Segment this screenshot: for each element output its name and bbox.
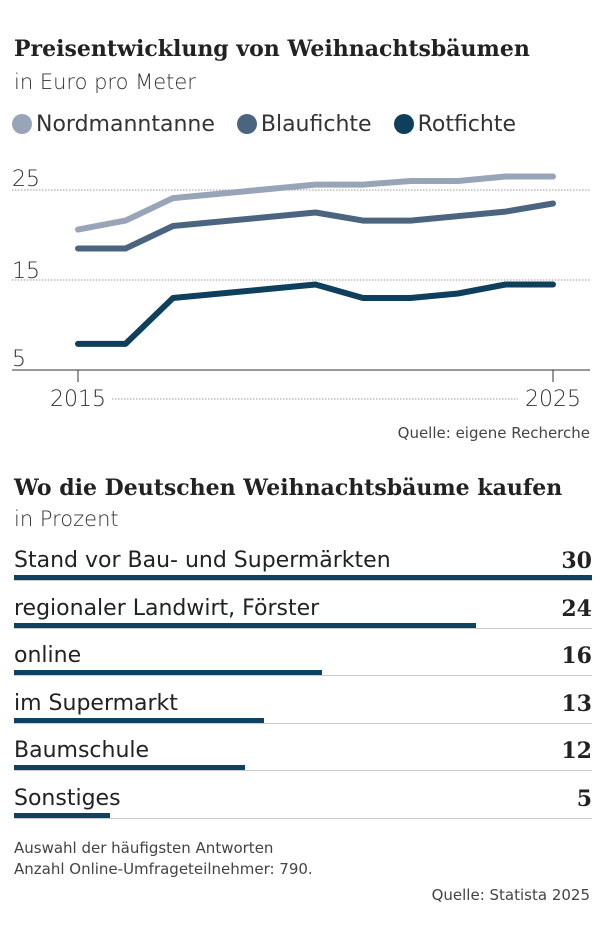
bar-value: 12 xyxy=(561,738,592,764)
bar xyxy=(14,670,323,675)
line-chart-subtitle: in Euro pro Meter xyxy=(14,70,196,94)
y-tick-label: 25 xyxy=(12,167,40,192)
bar-label: Stand vor Bau- und Supermärkten xyxy=(14,548,391,573)
bar-chart-title: Wo die Deutschen Weihnachtsbäume kaufen xyxy=(14,475,563,501)
bar-chart-source: Quelle: Statista 2025 xyxy=(431,886,590,904)
legend-label: Blaufichte xyxy=(260,112,372,137)
legend-item-nordmanntanne: Nordmanntanne xyxy=(12,112,215,137)
bar-row: Baumschule 12 xyxy=(14,738,592,786)
bar-row: regionaler Landwirt, Förster 24 xyxy=(14,596,592,644)
bar-track xyxy=(14,722,592,724)
bar xyxy=(14,717,265,723)
bar xyxy=(14,812,111,818)
y-tick-label: 15 xyxy=(12,259,40,284)
x-tick-label: 2025 xyxy=(525,387,581,412)
bar-value: 16 xyxy=(561,643,592,669)
bar-label: regionaler Landwirt, Förster xyxy=(14,595,320,621)
bar-row: Sonstiges 5 xyxy=(14,786,592,834)
x-tick-label: 2015 xyxy=(50,387,106,412)
bar-value: 5 xyxy=(576,785,592,812)
bar-value: 30 xyxy=(561,548,592,574)
line-chart-title: Preisentwicklung von Weihnachtsbäumen xyxy=(14,36,530,62)
line-chart: 25 15 5 2015 2025 xyxy=(12,167,590,412)
bar-label: online xyxy=(14,643,82,668)
bar-row: im Supermarkt 13 xyxy=(14,691,592,739)
legend-dot-icon xyxy=(236,114,257,134)
bar xyxy=(14,765,246,770)
bar-value: 24 xyxy=(561,595,592,622)
line-chart-source: Quelle: eigene Recherche xyxy=(397,424,590,442)
bar-label: im Supermarkt xyxy=(14,690,178,716)
bar xyxy=(14,575,592,580)
bar-row: online 16 xyxy=(14,643,592,691)
legend: Nordmanntanne Blaufichte Rotfichte xyxy=(12,112,516,137)
bar-chart-notes: Auswahl der häufigsten Antworten Anzahl … xyxy=(14,838,313,880)
legend-label: Nordmanntanne xyxy=(36,112,215,137)
legend-label: Rotfichte xyxy=(417,112,517,137)
bar-label: Baumschule xyxy=(14,738,150,763)
legend-item-rotfichte: Rotfichte xyxy=(393,112,517,137)
bar-label: Sonstiges xyxy=(14,785,121,811)
bar-row: Stand vor Bau- und Supermärkten 30 xyxy=(14,548,592,596)
bar-track xyxy=(14,580,592,581)
note: Anzahl Online-Umfrageteilnehmer: 790. xyxy=(14,860,313,878)
y-tick-label: 5 xyxy=(12,347,26,372)
series-line-rotfichte xyxy=(75,281,556,347)
bar xyxy=(14,622,477,628)
bar-value: 13 xyxy=(561,690,592,717)
series-line-nordmanntanne xyxy=(75,173,556,233)
note: Auswahl der häufigsten Antworten xyxy=(14,839,274,857)
bar-track xyxy=(14,817,592,819)
legend-item-blaufichte: Blaufichte xyxy=(236,112,372,137)
bar-track xyxy=(14,675,592,676)
legend-dot-icon xyxy=(12,114,32,134)
bar-track xyxy=(14,627,592,629)
series-line-blaufichte xyxy=(75,200,556,252)
bar-chart-subtitle: in Prozent xyxy=(14,507,119,531)
bar-track xyxy=(14,770,592,771)
legend-dot-icon xyxy=(393,114,414,134)
